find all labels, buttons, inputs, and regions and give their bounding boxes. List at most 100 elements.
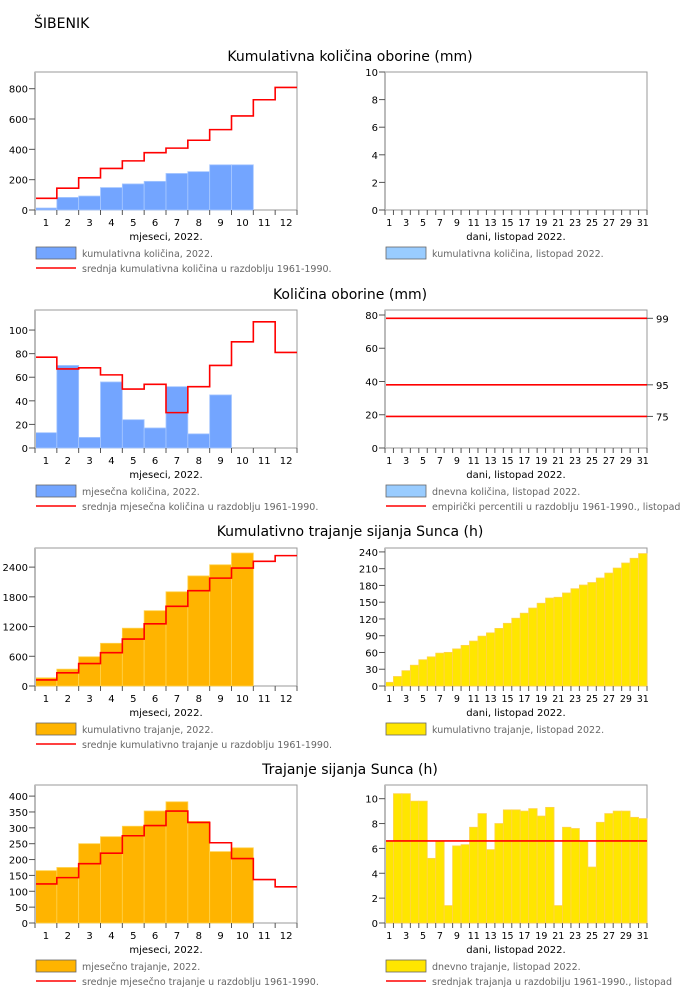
bar xyxy=(187,575,211,687)
x-tick-label: 9 xyxy=(454,694,460,705)
x-tick-label: 11 xyxy=(258,218,271,229)
y-tick-label: 240 xyxy=(359,548,378,559)
bar xyxy=(578,840,589,924)
bar xyxy=(56,365,80,449)
y-tick-label: 8 xyxy=(372,96,378,107)
y-tick-label: 90 xyxy=(365,632,378,643)
legend-label: mjesečno trajanje, 2022. xyxy=(82,962,200,973)
bar xyxy=(494,823,504,924)
bar xyxy=(545,806,555,924)
bar xyxy=(56,197,80,211)
bar xyxy=(570,588,580,687)
x-tick-label: 5 xyxy=(420,456,426,467)
x-tick-label: 23 xyxy=(569,456,581,467)
x-tick-label: 4 xyxy=(108,456,114,467)
x-tick-label: 11 xyxy=(468,931,480,942)
bar xyxy=(78,843,101,924)
x-tick-label: 15 xyxy=(502,931,514,942)
x-tick-label: 11 xyxy=(258,694,271,705)
x-tick-label: 17 xyxy=(518,456,530,467)
bar xyxy=(452,648,462,687)
x-tick-label: 2 xyxy=(65,218,71,229)
x-axis-label: dani, listopad 2022. xyxy=(466,945,565,956)
x-tick-label: 23 xyxy=(569,218,581,229)
y-tick-label: 800 xyxy=(9,85,28,96)
bar xyxy=(511,617,521,687)
x-axis-label: mjeseci, 2022. xyxy=(129,945,202,956)
bar xyxy=(638,818,648,924)
bar xyxy=(56,867,80,924)
x-tick-label: 1 xyxy=(386,694,392,705)
x-tick-label: 19 xyxy=(535,218,547,229)
x-tick-label: 21 xyxy=(552,456,564,467)
x-tick-label: 7 xyxy=(437,218,443,229)
x-tick-label: 3 xyxy=(86,694,92,705)
bar xyxy=(587,582,597,687)
reference-step-line xyxy=(35,86,297,200)
legend-label: kumulativna količina, listopad 2022. xyxy=(432,249,604,260)
y-tick-label: 2 xyxy=(372,894,378,905)
y-tick-label: 400 xyxy=(9,145,28,156)
x-tick-label: 7 xyxy=(437,456,443,467)
y-tick-label: 80 xyxy=(365,311,378,322)
x-tick-label: 10 xyxy=(236,931,249,942)
y-tick-label: 6 xyxy=(372,844,378,855)
y-tick-label: 60 xyxy=(15,373,28,384)
y-tick-label: 180 xyxy=(359,581,378,592)
bar xyxy=(477,635,487,687)
bar xyxy=(426,656,437,687)
x-tick-label: 5 xyxy=(420,931,426,942)
x-tick-label: 19 xyxy=(535,694,547,705)
x-tick-label: 9 xyxy=(217,931,223,942)
x-tick-label: 11 xyxy=(258,931,271,942)
legend-swatch xyxy=(385,246,427,260)
x-tick-label: 27 xyxy=(603,931,615,942)
bar xyxy=(393,793,403,924)
bar xyxy=(165,386,189,449)
x-tick-label: 25 xyxy=(586,456,598,467)
x-tick-label: 9 xyxy=(217,218,223,229)
x-tick-label: 12 xyxy=(280,218,293,229)
y-tick-label: 0 xyxy=(22,919,28,930)
x-tick-label: 7 xyxy=(174,218,180,229)
bar xyxy=(34,870,58,924)
x-tick-label: 7 xyxy=(174,456,180,467)
x-tick-label: 7 xyxy=(174,694,180,705)
y-tick-label: 30 xyxy=(365,665,378,676)
bar xyxy=(435,652,445,687)
bar xyxy=(231,847,254,924)
bar xyxy=(519,612,530,687)
bar xyxy=(231,552,254,687)
x-tick-label: 6 xyxy=(152,456,158,467)
x-tick-label: 3 xyxy=(86,218,92,229)
legend-label: empirički percentili u razdoblju 1961-19… xyxy=(432,502,680,513)
x-tick-label: 9 xyxy=(217,456,223,467)
x-tick-label: 29 xyxy=(620,456,632,467)
x-tick-label: 9 xyxy=(217,694,223,705)
y-tick-label: 100 xyxy=(9,887,28,898)
x-tick-label: 23 xyxy=(569,931,581,942)
reference-step-line xyxy=(35,810,297,888)
x-tick-label: 4 xyxy=(108,931,114,942)
x-tick-label: 12 xyxy=(280,694,293,705)
x-tick-label: 1 xyxy=(386,218,392,229)
y-tick-label: 0 xyxy=(372,919,378,930)
x-tick-label: 27 xyxy=(603,218,615,229)
bar xyxy=(511,809,521,924)
legend-label: mjesečna količina, 2022. xyxy=(82,487,200,498)
x-tick-label: 2 xyxy=(65,694,71,705)
x-tick-label: 23 xyxy=(569,694,581,705)
x-tick-label: 19 xyxy=(535,456,547,467)
x-tick-label: 3 xyxy=(403,218,409,229)
y-tick-label: 40 xyxy=(15,397,28,408)
y-tick-label: 0 xyxy=(372,682,378,693)
x-axis-label: dani, listopad 2022. xyxy=(466,470,565,481)
legend-label: srednjak trajanja u razdobilju 1961-1990… xyxy=(432,977,672,988)
bar xyxy=(384,681,394,687)
x-tick-label: 27 xyxy=(603,456,615,467)
x-tick-label: 9 xyxy=(454,218,460,229)
legend-label: srednja kumulativna količina u razdoblju… xyxy=(82,264,332,275)
x-tick-label: 19 xyxy=(535,931,547,942)
x-tick-label: 25 xyxy=(586,694,598,705)
bar xyxy=(209,851,232,924)
